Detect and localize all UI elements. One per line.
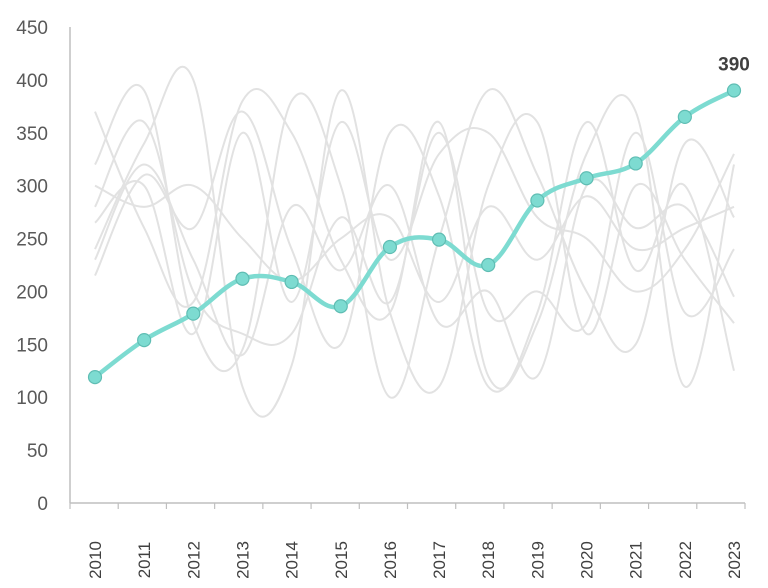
background-series-line xyxy=(94,110,735,393)
x-tick-label: 2021 xyxy=(627,541,646,579)
data-point xyxy=(235,271,250,286)
data-point xyxy=(726,83,742,98)
data-point xyxy=(333,299,348,314)
background-series-line xyxy=(94,84,735,399)
x-tick-label: 2011 xyxy=(135,542,154,579)
x-tick-label: 2020 xyxy=(578,541,597,579)
x-tick-label: 2012 xyxy=(184,541,203,579)
x-tick-label: 2017 xyxy=(430,541,449,579)
x-tick-label: 2010 xyxy=(86,541,105,579)
y-tick-label: 100 xyxy=(16,388,48,409)
background-series-line xyxy=(94,121,735,335)
y-tick-label: 150 xyxy=(16,335,48,356)
x-tick-label: 2023 xyxy=(725,541,744,579)
x-tick-label: 2015 xyxy=(332,541,351,579)
background-series-lines xyxy=(94,65,735,418)
data-point xyxy=(431,232,447,247)
data-point xyxy=(137,333,152,348)
end-value-label: 390 xyxy=(718,54,750,75)
background-series-line xyxy=(94,65,735,418)
y-tick-label: 350 xyxy=(16,124,48,145)
background-series-line xyxy=(94,183,735,304)
data-point xyxy=(186,306,201,321)
x-tick-label: 2016 xyxy=(381,541,400,579)
y-tick-label: 200 xyxy=(16,282,48,303)
data-point xyxy=(628,156,643,171)
data-point xyxy=(382,239,398,255)
x-tick-label: 2019 xyxy=(528,541,547,579)
x-axis-ticks: 2010 2011 2012 2013 2014 2015 2016 2017 2018 2019… xyxy=(69,503,746,579)
data-point xyxy=(481,257,496,273)
data-point xyxy=(677,109,692,125)
data-point xyxy=(87,370,103,385)
data-point xyxy=(284,274,299,290)
highlighted-series-points xyxy=(87,83,742,385)
y-axis-ticks: 0 50 100 150 200 250 300 350 400 450 xyxy=(16,18,48,515)
y-tick-label: 400 xyxy=(16,71,48,92)
background-series-line xyxy=(94,119,735,346)
y-tick-label: 300 xyxy=(16,177,48,198)
x-tick-label: 2018 xyxy=(479,541,498,579)
data-point xyxy=(530,193,545,208)
y-tick-label: 250 xyxy=(16,230,48,251)
x-tick-label: 2013 xyxy=(233,541,252,579)
y-tick-label: 450 xyxy=(16,18,48,39)
y-tick-label: 50 xyxy=(27,441,48,462)
x-tick-label: 2014 xyxy=(283,541,302,579)
x-tick-label: 2022 xyxy=(676,541,695,579)
data-point xyxy=(579,171,594,186)
y-tick-label: 0 xyxy=(37,494,48,515)
